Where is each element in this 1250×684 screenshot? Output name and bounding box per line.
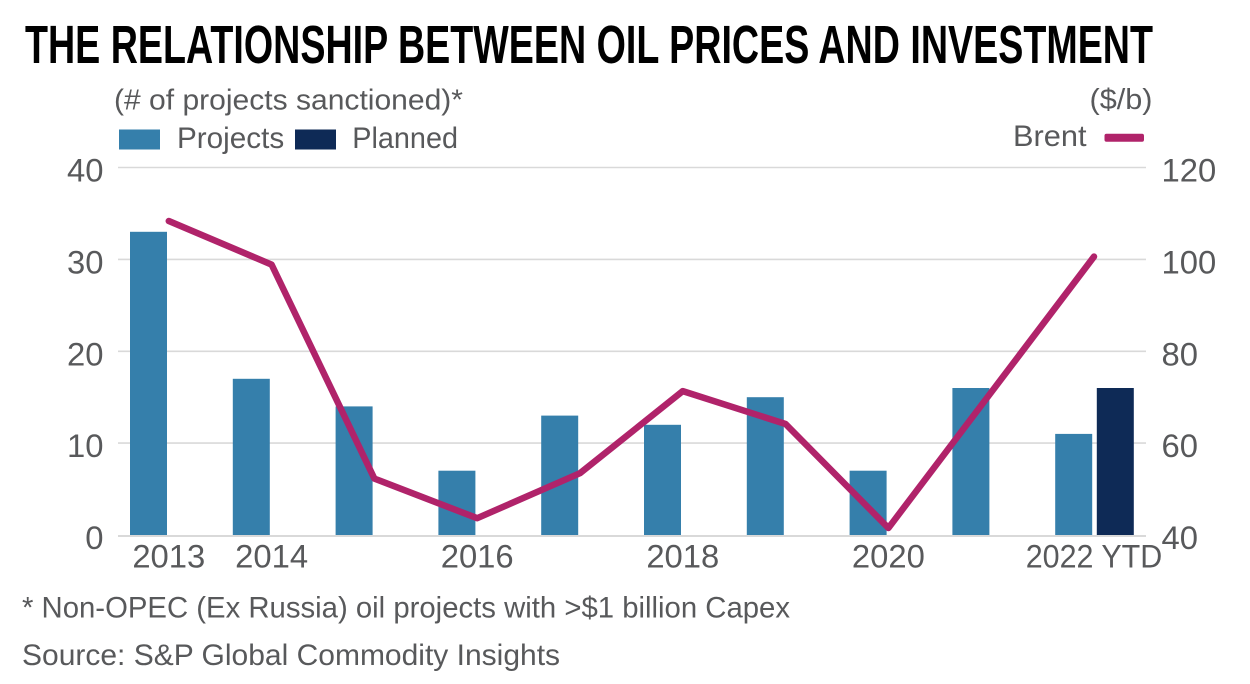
svg-text:60: 60 [1162, 427, 1198, 464]
svg-text:10: 10 [67, 427, 103, 464]
svg-text:0: 0 [85, 519, 103, 556]
svg-text:Planned: Planned [352, 122, 458, 155]
svg-text:80: 80 [1162, 335, 1198, 372]
svg-text:Source: S&P Global Commodity I: Source: S&P Global Commodity Insights [22, 639, 560, 672]
svg-text:120: 120 [1162, 152, 1217, 189]
svg-text:Projects: Projects [177, 122, 284, 155]
svg-text:2014: 2014 [235, 538, 308, 575]
svg-text:100: 100 [1162, 243, 1217, 280]
svg-text:30: 30 [67, 243, 103, 280]
svg-text:40: 40 [1162, 519, 1198, 556]
svg-text:* Non-OPEC (Ex Russia) oil pro: * Non-OPEC (Ex Russia) oil projects with… [22, 591, 790, 624]
svg-text:2016: 2016 [441, 538, 514, 575]
svg-text:2013: 2013 [132, 538, 205, 575]
svg-text:($/b): ($/b) [1090, 84, 1153, 116]
svg-text:40: 40 [67, 152, 103, 189]
svg-text:2020: 2020 [852, 538, 925, 575]
svg-text:THE RELATIONSHIP BETWEEN OIL P: THE RELATIONSHIP BETWEEN OIL PRICES AND … [25, 15, 1153, 75]
svg-text:Brent: Brent [1013, 120, 1087, 153]
svg-text:2018: 2018 [646, 538, 719, 575]
svg-text:(# of projects sanctioned)*: (# of projects sanctioned)* [114, 85, 463, 117]
svg-text:2022 YTD: 2022 YTD [1026, 538, 1163, 575]
svg-text:20: 20 [67, 335, 103, 372]
